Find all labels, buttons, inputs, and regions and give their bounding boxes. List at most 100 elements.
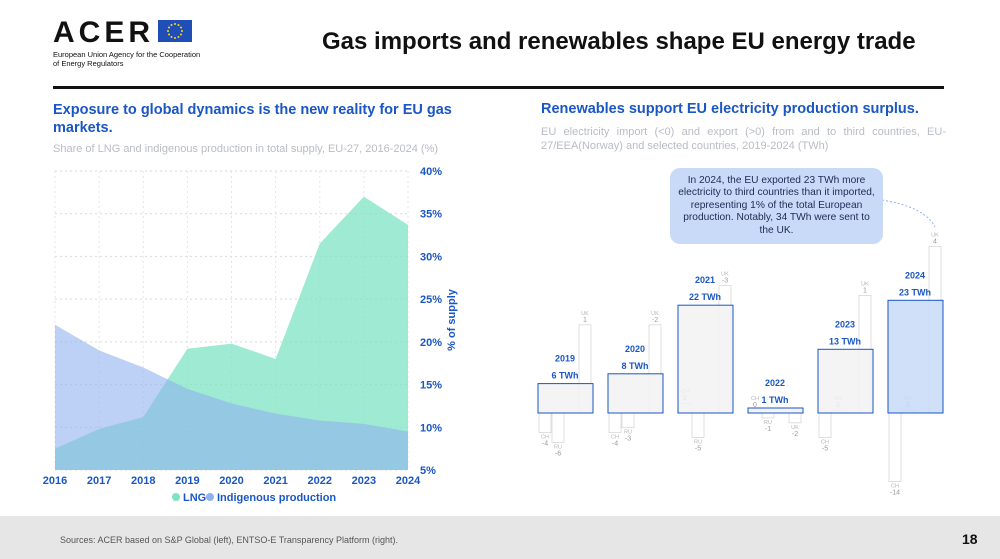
ch-bar-value: -4: [612, 441, 618, 448]
ru-bar-value: -1: [765, 426, 771, 433]
y-tick-label: 35%: [420, 209, 442, 221]
title-divider: [53, 86, 944, 89]
left-subtitle: Share of LNG and indigenous production i…: [53, 143, 439, 155]
y-axis-label: % of supply: [446, 288, 458, 351]
eu-flag-icon: [158, 20, 192, 42]
x-tick-label: 2017: [87, 475, 111, 487]
year-group-2019: CH-4 RU-6 UK1 6 TWh 2019: [537, 311, 594, 457]
uk-bar-category: UK: [581, 311, 589, 317]
uk-bar-value: 4: [933, 238, 937, 245]
source-note: Sources: ACER based on S&P Global (left)…: [60, 535, 398, 545]
ch-bar: [818, 412, 832, 438]
legend: LNG Indigenous production: [172, 492, 336, 504]
callout-box: In 2024, the EU exported 23 TWh more ele…: [670, 168, 883, 244]
net-value-label: 13 TWh: [829, 336, 861, 346]
ch-bar: [888, 412, 902, 482]
y-tick-label: 30%: [420, 251, 442, 263]
ru-bar-category: RU: [764, 420, 772, 426]
uk-bar: [788, 412, 802, 424]
ru-bar-value: -6: [555, 450, 561, 457]
ch-bar-value: -4: [542, 441, 548, 448]
callout-connector: [881, 199, 936, 228]
y-tick-label: 20%: [420, 337, 442, 349]
ru-bar-value: -3: [625, 436, 631, 443]
uk-bar-value: 1: [863, 287, 867, 294]
ch-bar-category: CH: [891, 484, 899, 490]
ru-bar-category: RU: [694, 440, 702, 446]
ru-bar: [691, 412, 705, 438]
page-number: 18: [962, 531, 978, 547]
x-tick-label: 2021: [263, 475, 287, 487]
logo-subtitle: European Union Agency for the Cooperatio…: [53, 50, 213, 68]
net-bar: [607, 373, 664, 414]
year-label: 2019: [555, 354, 575, 364]
ch-bar-value: 0: [753, 402, 757, 409]
y-tick-label: 15%: [420, 380, 442, 392]
net-value-label: 6 TWh: [552, 371, 579, 381]
uk-bar-value: -2: [792, 431, 798, 438]
legend-marker-lng: [172, 493, 180, 501]
page-title: Gas imports and renewables shape EU ener…: [322, 28, 916, 55]
ch-bar-value: -5: [822, 446, 828, 453]
logo-wordmark: ACER: [53, 16, 155, 49]
left-heading: Exposure to global dynamics is the new r…: [53, 102, 452, 136]
right-heading: Renewables support EU electricity produc…: [541, 101, 919, 117]
uk-bar-category: UK: [791, 425, 799, 431]
ch-bar-value: -14: [890, 490, 900, 497]
ch-bar: [538, 412, 552, 434]
year-label: 2022: [765, 378, 785, 388]
y-tick-label: 5%: [420, 465, 436, 477]
legend-label-lng: LNG: [183, 492, 206, 504]
ru-bar-category: RU: [554, 444, 562, 450]
year-label: 2021: [695, 275, 715, 285]
year-label: 2024: [905, 270, 925, 280]
ru-bar: [621, 412, 635, 429]
net-bar: [887, 299, 944, 414]
lng-area: [55, 196, 408, 470]
net-value-label: 22 TWh: [689, 292, 721, 302]
x-tick-label: 2022: [308, 475, 332, 487]
ch-bar-category: CH: [541, 435, 549, 441]
logo-subtitle-line1: European Union Agency for the Cooperatio…: [53, 50, 201, 59]
y-tick-label: 40%: [420, 166, 442, 178]
ru-bar-category: RU: [624, 430, 632, 436]
logo-subtitle-line2: of Energy Regulators: [53, 59, 124, 68]
footer-bar: [0, 516, 1000, 559]
net-bar: [817, 348, 874, 414]
uk-bar-value: 1: [583, 317, 587, 324]
lng-share-area-chart: 5% 10% 15% 20% 25% 30% 35% 40% 2016 2017 2018 2019 2…: [43, 166, 458, 504]
uk-bar-value: -2: [652, 317, 658, 324]
year-label: 2020: [625, 344, 645, 354]
legend-label-indigenous: Indigenous production: [217, 492, 336, 504]
x-tick-label: 2019: [175, 475, 199, 487]
ch-bar-category: CH: [751, 396, 759, 402]
net-value-label: 8 TWh: [622, 361, 649, 371]
ru-bar: [551, 412, 565, 443]
uk-bar-category: UK: [721, 272, 729, 278]
x-tick-label: 2016: [43, 475, 67, 487]
net-bar: [747, 407, 804, 414]
y-tick-label: 25%: [420, 294, 442, 306]
year-group-2022: CH0 RU-1 UK-2 1 TWh 2022: [747, 378, 804, 438]
legend-marker-indigenous: [206, 493, 214, 501]
net-bar: [537, 383, 594, 414]
ru-bar-value: -5: [695, 446, 701, 453]
x-tick-label: 2023: [352, 475, 376, 487]
acer-logo: ACER European Union Agency for the Coope…: [53, 16, 213, 69]
ru-bar: [761, 412, 775, 419]
ch-bar-category: CH: [821, 440, 829, 446]
y-tick-label: 10%: [420, 422, 442, 434]
uk-bar-category: UK: [861, 281, 869, 287]
ch-bar-category: CH: [611, 435, 619, 441]
indigenous-area: [55, 324, 408, 470]
year-label: 2023: [835, 319, 855, 329]
net-value-label: 1 TWh: [762, 395, 789, 405]
uk-bar-value: -3: [722, 278, 728, 285]
uk-bar-category: UK: [931, 232, 939, 238]
net-value-label: 23 TWh: [899, 287, 931, 297]
net-bar: [677, 304, 734, 414]
